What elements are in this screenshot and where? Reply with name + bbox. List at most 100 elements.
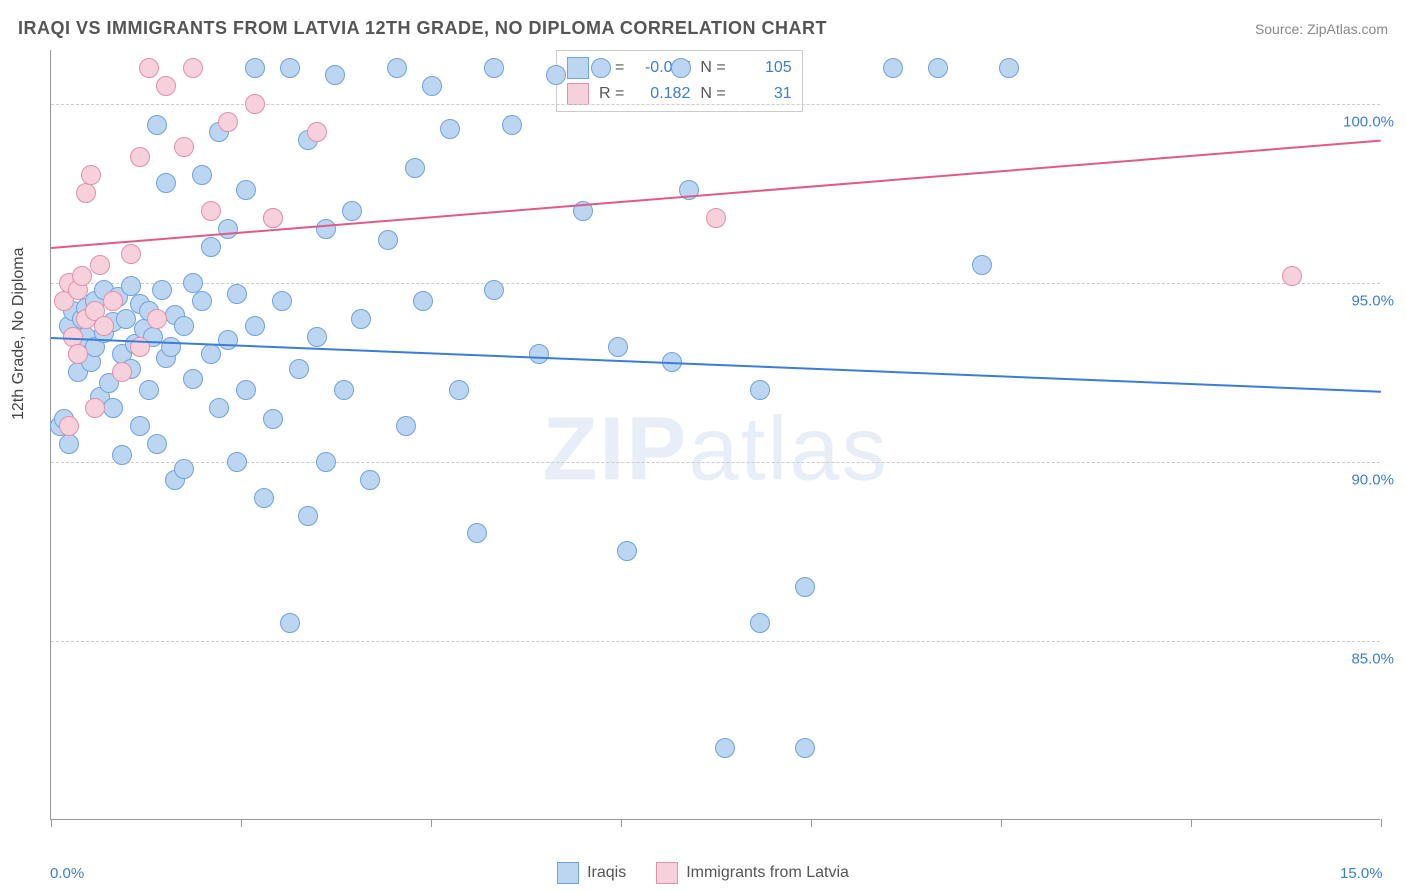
data-point (316, 219, 336, 239)
data-point (112, 362, 132, 382)
data-point (1282, 266, 1302, 286)
data-point (351, 309, 371, 329)
data-point (227, 452, 247, 472)
data-point (156, 173, 176, 193)
stat-n-val-1: 105 (736, 59, 792, 77)
data-point (608, 337, 628, 357)
data-point (72, 266, 92, 286)
data-point (440, 119, 460, 139)
gridline-h (51, 462, 1380, 463)
data-point (546, 65, 566, 85)
legend-swatch-2 (656, 862, 678, 884)
data-point (999, 58, 1019, 78)
data-point (59, 416, 79, 436)
legend-swatch-1 (557, 862, 579, 884)
data-point (85, 398, 105, 418)
data-point (280, 58, 300, 78)
swatch-series2 (567, 83, 589, 105)
data-point (156, 76, 176, 96)
x-tick (241, 819, 242, 827)
legend-label-2: Immigrants from Latvia (686, 864, 849, 882)
data-point (750, 380, 770, 400)
x-tick (1381, 819, 1382, 827)
data-point (63, 327, 83, 347)
data-point (139, 380, 159, 400)
data-point (236, 380, 256, 400)
y-axis-label: 12th Grade, No Diploma (10, 247, 28, 420)
data-point (183, 369, 203, 389)
y-tick-label: 90.0% (1351, 471, 1394, 488)
data-point (174, 316, 194, 336)
data-point (289, 359, 309, 379)
data-point (972, 255, 992, 275)
data-point (360, 470, 380, 490)
data-point (378, 230, 398, 250)
x-tick (431, 819, 432, 827)
data-point (272, 291, 292, 311)
data-point (94, 316, 114, 336)
data-point (263, 208, 283, 228)
data-point (192, 291, 212, 311)
data-point (245, 58, 265, 78)
source-label: Source: ZipAtlas.com (1255, 21, 1388, 37)
data-point (467, 523, 487, 543)
data-point (245, 316, 265, 336)
data-point (883, 58, 903, 78)
data-point (316, 452, 336, 472)
data-point (396, 416, 416, 436)
data-point (715, 738, 735, 758)
data-point (334, 380, 354, 400)
data-point (413, 291, 433, 311)
data-point (263, 409, 283, 429)
title-bar: IRAQI VS IMMIGRANTS FROM LATVIA 12TH GRA… (18, 18, 1388, 39)
data-point (484, 280, 504, 300)
data-point (112, 445, 132, 465)
data-point (387, 58, 407, 78)
data-point (422, 76, 442, 96)
watermark: ZIPatlas (542, 398, 888, 501)
data-point (139, 58, 159, 78)
data-point (218, 330, 238, 350)
data-point (161, 337, 181, 357)
x-tick (1191, 819, 1192, 827)
data-point (617, 541, 637, 561)
watermark-bold: ZIP (542, 399, 688, 499)
swatch-series1 (567, 57, 589, 79)
data-point (307, 122, 327, 142)
data-point (227, 284, 247, 304)
bottom-legend: Iraqis Immigrants from Latvia (0, 862, 1406, 884)
data-point (750, 613, 770, 633)
legend-item-series2: Immigrants from Latvia (656, 862, 849, 884)
data-point (201, 237, 221, 257)
data-point (59, 434, 79, 454)
data-point (121, 244, 141, 264)
stat-r-label: R = (599, 85, 624, 103)
data-point (342, 201, 362, 221)
x-tick (1001, 819, 1002, 827)
data-point (298, 506, 318, 526)
data-point (591, 58, 611, 78)
data-point (130, 416, 150, 436)
data-point (81, 165, 101, 185)
data-point (254, 488, 274, 508)
data-point (174, 137, 194, 157)
data-point (192, 165, 212, 185)
data-point (218, 219, 238, 239)
data-point (502, 115, 522, 135)
data-point (209, 398, 229, 418)
data-point (147, 309, 167, 329)
y-tick-label: 95.0% (1351, 292, 1394, 309)
data-point (183, 58, 203, 78)
data-point (236, 180, 256, 200)
data-point (928, 58, 948, 78)
data-point (325, 65, 345, 85)
gridline-h (51, 283, 1380, 284)
stat-n-label: N = (700, 85, 725, 103)
data-point (201, 344, 221, 364)
data-point (201, 201, 221, 221)
x-tick-label: 0.0% (50, 865, 84, 882)
stat-n-val-2: 31 (736, 85, 792, 103)
data-point (152, 280, 172, 300)
data-point (529, 344, 549, 364)
y-tick-label: 100.0% (1343, 113, 1394, 130)
